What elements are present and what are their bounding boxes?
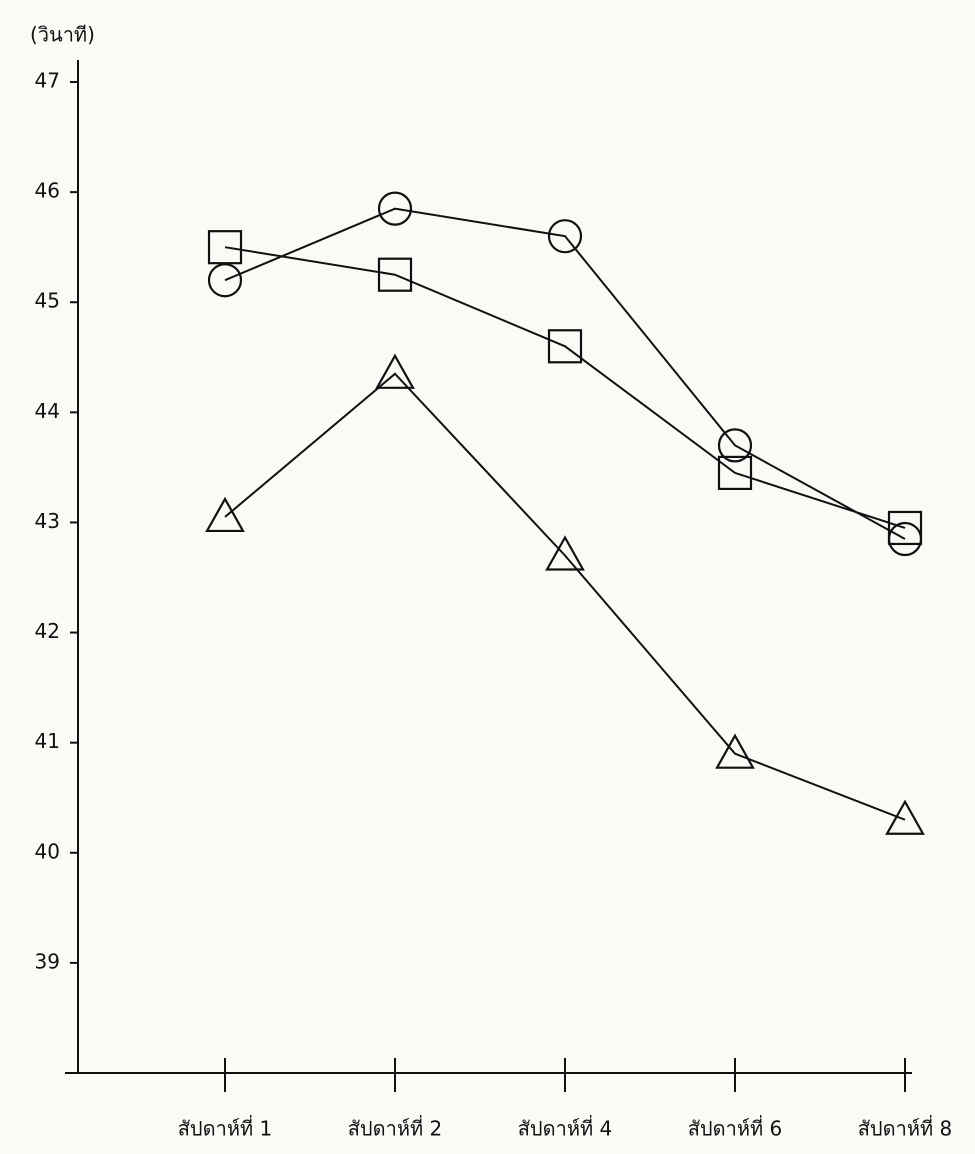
marker-square: [547, 329, 583, 364]
marker-circle: [717, 428, 753, 463]
y-tick-label: 44: [35, 399, 60, 423]
series-line: [224, 372, 906, 821]
marker-triangle: [375, 353, 415, 389]
y-tick-label: 46: [35, 179, 60, 203]
y-tick-label: 39: [35, 949, 60, 973]
x-tick-label: สัปดาห์ที่ 8: [858, 1115, 953, 1141]
marker-square: [717, 455, 753, 491]
marker-triangle: [545, 535, 585, 571]
y-tick-label: 41: [35, 729, 60, 753]
x-tick-label: สัปดาห์ที่ 4: [518, 1115, 613, 1141]
x-tick-label: สัปดาห์ที่ 1: [178, 1115, 273, 1141]
y-tick-label: 47: [35, 69, 60, 93]
marker-square: [207, 230, 243, 265]
series-line: [224, 246, 906, 529]
y-tick-label: 42: [35, 619, 60, 643]
marker-square: [887, 510, 923, 546]
marker-circle: [547, 219, 583, 254]
marker-triangle: [885, 799, 925, 835]
x-tick-label: สัปดาห์ที่ 2: [348, 1115, 443, 1141]
x-tick-label: สัปดาห์ที่ 6: [688, 1115, 783, 1141]
series-line: [224, 207, 906, 540]
marker-triangle: [715, 733, 755, 769]
marker-square: [377, 257, 413, 292]
marker-triangle: [205, 496, 245, 533]
marker-circle: [377, 191, 413, 226]
y-tick-label: 43: [35, 509, 60, 533]
y-axis-label: (วินาที): [30, 23, 95, 47]
y-tick-label: 45: [35, 289, 60, 313]
y-tick-label: 40: [35, 839, 60, 863]
